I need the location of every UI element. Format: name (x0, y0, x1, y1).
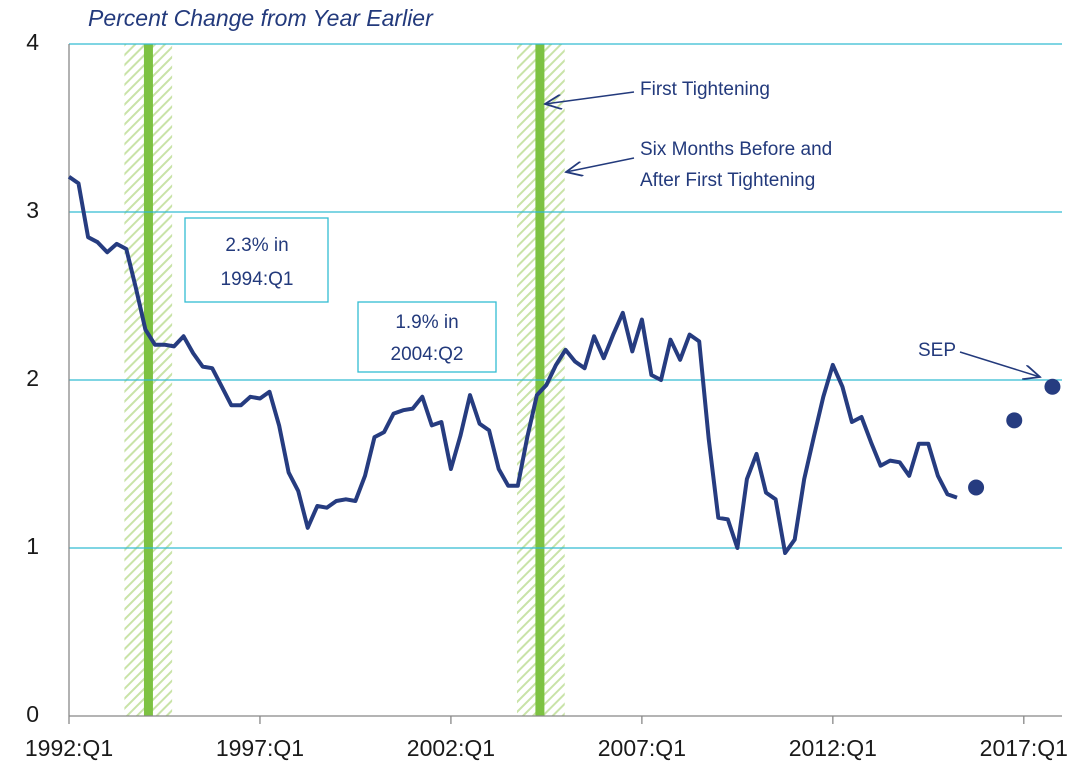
annotation-text: 1994:Q1 (221, 269, 294, 290)
annotation-text: 1.9% in (395, 312, 458, 333)
y-tick-label: 3 (26, 197, 39, 223)
x-tick-label: 1997:Q1 (216, 735, 304, 761)
x-tick-label: 2017:Q1 (980, 735, 1068, 761)
annotation-text: 2.3% in (225, 235, 288, 256)
x-tick-label: 2002:Q1 (407, 735, 495, 761)
y-tick-label: 0 (26, 701, 39, 727)
projection-dot (1044, 378, 1061, 395)
x-tick-label: 2007:Q1 (598, 735, 686, 761)
annotation-text: First Tightening (640, 79, 770, 100)
y-tick-label: 1 (26, 533, 39, 559)
projection-dot (968, 479, 985, 496)
annotation-arrow (566, 157, 635, 172)
annotation-text: After First Tightening (640, 170, 815, 191)
chart-title: Percent Change from Year Earlier (88, 5, 434, 31)
data-line (67, 175, 958, 555)
y-tick-label: 2 (26, 365, 39, 391)
annotation-text: SEP (918, 340, 956, 361)
x-tick-label: 2012:Q1 (789, 735, 877, 761)
annotation-arrow (959, 351, 1040, 377)
annotation-box (357, 301, 497, 373)
annotation-text: Six Months Before and (640, 139, 832, 160)
projection-dot (1006, 412, 1023, 429)
annotation-text: 2004:Q2 (391, 344, 464, 365)
annotation-arrow (545, 91, 635, 104)
annotation-box (184, 217, 329, 303)
x-tick-label: 1992:Q1 (25, 735, 113, 761)
y-tick-label: 4 (26, 29, 39, 55)
